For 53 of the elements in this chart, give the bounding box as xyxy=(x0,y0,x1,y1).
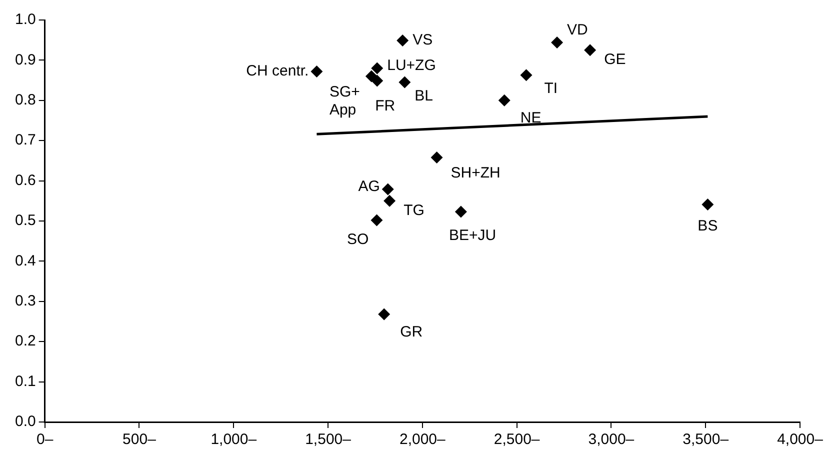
annotation: TG xyxy=(404,202,424,219)
annotation: BE+JU xyxy=(448,226,496,244)
y-tick-label: 0.1 xyxy=(14,372,36,390)
annotation: SH+ZH xyxy=(450,164,500,182)
annotation: NE xyxy=(520,109,542,126)
annotation: BL xyxy=(414,87,434,104)
y-tick-label: 0.5 xyxy=(14,212,36,230)
y-tick-label: 0.6 xyxy=(14,172,36,189)
y-tick-label: 0.4 xyxy=(14,252,36,270)
point xyxy=(370,214,383,226)
point xyxy=(378,308,390,320)
y-tick-label: 0.8 xyxy=(14,92,36,109)
point xyxy=(430,151,443,164)
point xyxy=(454,206,467,218)
annotation: SO xyxy=(347,231,369,248)
x-tick-label: 2,500– xyxy=(494,431,540,448)
y-tick-label: 0.2 xyxy=(14,332,36,350)
annotation: GE xyxy=(604,51,626,68)
annotation: SG+ App xyxy=(329,83,360,118)
annotation: FR xyxy=(375,98,396,115)
point xyxy=(584,44,596,56)
x-tick-label: 2,000– xyxy=(399,431,446,448)
point xyxy=(396,34,409,46)
x-tick-label: 500– xyxy=(122,431,157,448)
point xyxy=(498,94,510,106)
annotation: AG xyxy=(358,178,380,196)
x-tick-label: 4,000– xyxy=(777,431,824,448)
y-tick-label: 0.3 xyxy=(14,292,36,310)
annotation: GR xyxy=(400,323,423,340)
annotation: VD xyxy=(567,22,588,39)
point xyxy=(520,69,532,82)
annotation: VS xyxy=(412,32,433,48)
x-tick-label: 0– xyxy=(36,431,54,448)
y-tick-label: 0.0 xyxy=(14,413,36,430)
y-tick-label: 0.9 xyxy=(14,51,36,68)
point xyxy=(384,194,396,207)
point xyxy=(371,62,384,74)
y-tick-label: 1.0 xyxy=(14,11,36,28)
x-tick-label: 1,000– xyxy=(210,431,258,448)
x-tick-label: 1,500– xyxy=(305,431,352,448)
point xyxy=(702,198,714,211)
annotation: CH centr. xyxy=(246,62,309,80)
x-tick-label: 3,500– xyxy=(682,431,730,448)
point xyxy=(310,65,323,78)
x-tick-label: 3,000– xyxy=(588,431,635,448)
point xyxy=(551,36,564,49)
point xyxy=(382,183,394,196)
annotation: TI xyxy=(544,80,558,98)
point xyxy=(398,76,411,88)
y-tick-label: 0.7 xyxy=(14,132,36,149)
annotation: LU+ZG xyxy=(387,57,436,74)
point xyxy=(371,74,384,87)
annotation: BS xyxy=(698,218,718,235)
